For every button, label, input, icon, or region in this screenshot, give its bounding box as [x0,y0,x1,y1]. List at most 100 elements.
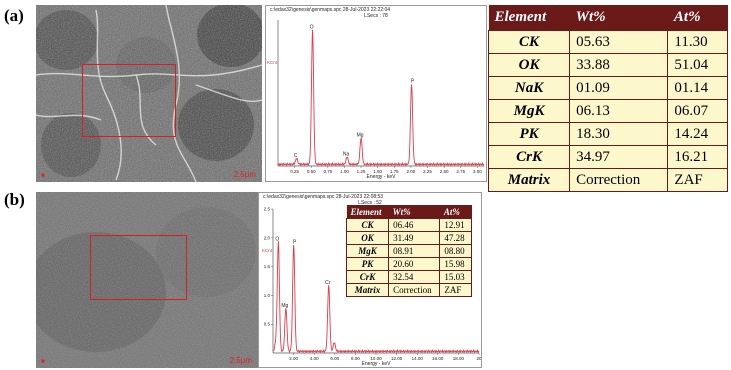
peak-label: Mg [281,303,288,309]
sem-scale-b: 2.5μm [229,356,252,365]
x-axis-label: Energy - keV [362,361,392,367]
x-tick-label: 1.25 [357,169,366,174]
spectrum-plot-b: O Mg P Cr 2.00 4.00 6.00 8.00 10.00 12.00 14.00 16.… [262,207,481,368]
peak-label: Mg [357,133,364,139]
roi-box-b [90,235,187,300]
table-row: MgK 08.91 08.80 [345,244,472,258]
table-row: OK 33.88 51.04 [487,53,728,77]
at-cell: ZAF [667,168,728,192]
table-row: CrK 34.97 16.21 [487,145,728,169]
spectrum-plot-a: C O Na Mg P 0.25 0.50 0.75 1.00 1.25 1.50 1.75 2.00 2… [267,20,485,180]
at-cell: 51.04 [667,53,728,77]
x-tick-label: 2.00 [407,169,416,174]
wt-cell: 18.30 [569,122,669,146]
x-tick-label: 14.00 [412,356,424,361]
at-cell: 06.07 [667,99,728,123]
sem-texture-a [36,5,262,182]
peak-label: P [293,239,297,245]
table-row: CrK 32.54 15.03 [345,270,472,284]
eds-table-b: Element Wt% At% CK 06.46 12.91 OK 31.49 47.28 Mg… [345,205,472,297]
x-tick-label: 6.00 [330,356,339,361]
peak-label: P [411,79,415,85]
element-cell: Matrix [345,283,390,297]
table-row: Matrix Correction ZAF [345,283,472,297]
table-row: CK 06.46 12.91 [345,218,472,232]
at-cell: 01.14 [667,76,728,100]
x-tick-label: 16.00 [432,356,444,361]
y-axis-label: KCnt [262,248,273,253]
x-tick-label: 4.00 [310,356,319,361]
at-cell: 08.80 [439,244,472,258]
element-cell: CK [345,218,390,232]
wt-cell: Correction [388,283,441,297]
wt-cell: 06.46 [388,218,441,232]
wt-cell: 32.54 [388,270,441,284]
at-cell: 11.30 [667,30,728,54]
wt-cell: Correction [569,168,669,192]
wt-cell: 05.63 [569,30,669,54]
x-tick-label: 18.00 [453,356,465,361]
wt-cell: 06.13 [569,99,669,123]
peak-label: Cr [325,280,331,286]
table-header-at-pct: At% [667,5,728,31]
wt-cell: 01.09 [569,76,669,100]
x-tick-label: 0.75 [323,169,332,174]
y-tick-label: 1.0 [264,293,271,298]
table-header-element: Element [488,5,570,31]
table-row: PK 20.60 15.98 [345,257,472,271]
panel-a-label: (a) [4,6,24,25]
wt-cell: 31.49 [388,231,441,245]
x-tick-label: 2.50 [440,169,449,174]
element-cell: CK [487,30,571,54]
x-tick-label: 0.50 [307,169,316,174]
y-axis-label: KCnt [267,60,278,65]
spectrum-curve [272,241,480,354]
sem-texture-b [36,192,258,368]
x-tick-label: 1.75 [390,169,399,174]
x-axis-label: Energy - keV [367,174,397,180]
x-tick-label: 8.00 [351,356,360,361]
element-cell: CrK [487,145,571,169]
wt-cell: 33.88 [569,53,669,77]
x-tick-label: 12.00 [391,356,403,361]
x-tick-label: 2.25 [423,169,432,174]
sem-image-a: ■ 2.5μm [36,5,262,182]
element-cell: PK [345,257,390,271]
at-cell: 47.28 [439,231,472,245]
panel-b-label: (b) [4,190,25,209]
x-tick-label: 0.25 [290,169,299,174]
eds-table-a: Element Wt% At% CK 05.63 11.30 OK 33.88 51.04 Na… [487,5,728,192]
element-cell: MgK [345,244,390,258]
sem-scale-a: 2.5μm [233,170,256,179]
element-cell: MgK [487,99,571,123]
table-header-at-pct: At% [439,205,472,219]
element-cell: Matrix [487,168,571,192]
element-cell: NaK [487,76,571,100]
peak-label: O [310,25,314,31]
table-row: MgK 06.13 06.07 [487,99,728,123]
at-cell: 12.91 [439,218,472,232]
element-cell: CrK [345,270,390,284]
at-cell: 14.24 [667,122,728,146]
table-row: PK 18.30 14.24 [487,122,728,146]
spectrum-header-a: c:\edax32\genesis\genmaps.spc 28-Jul-202… [270,7,391,13]
y-tick-label: 1.5 [264,264,271,269]
x-tick-label: 10.00 [370,356,382,361]
peak-label: C [294,153,298,159]
roi-box-a [82,64,176,137]
sem-image-b: ■ 2.5μm [36,192,258,368]
sem-marker-b: ■ [41,359,45,365]
table-header-wt-pct: Wt% [388,205,440,219]
y-tick-label: 0.5 [264,322,271,327]
x-tick-label: 2.75 [456,169,465,174]
x-tick-label: 1.00 [340,169,349,174]
spectrum-header-b: c:\edax32\genesis\genmaps.spc 28-Jul-202… [263,194,384,200]
at-cell: ZAF [439,283,472,297]
at-cell: 16.21 [667,145,728,169]
wt-cell: 08.91 [388,244,441,258]
at-cell: 15.03 [439,270,472,284]
spectrum-a: c:\edax32\genesis\genmaps.spc 28-Jul-202… [265,5,487,182]
at-cell: 15.98 [439,257,472,271]
element-cell: OK [487,53,571,77]
table-row: OK 31.49 47.28 [345,231,472,245]
